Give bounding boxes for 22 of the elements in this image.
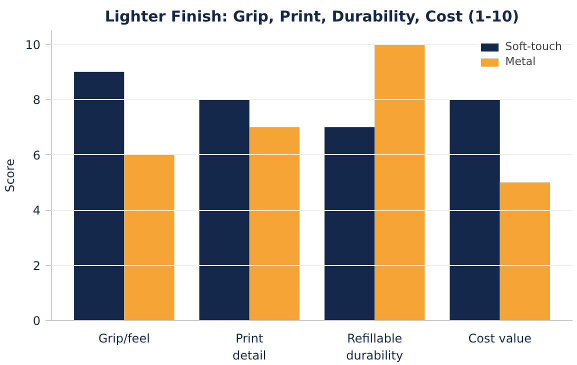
y-tick-label: 10 <box>25 38 41 52</box>
y-axis-title: Score <box>3 158 18 192</box>
bar <box>450 100 500 320</box>
y-tick-label: 6 <box>32 148 41 162</box>
x-tick-label: Grip/feel <box>98 332 150 346</box>
chart-title: Lighter Finish: Grip, Print, Durability, Cost (1-10) <box>104 8 520 26</box>
y-tick-label: 0 <box>32 314 41 328</box>
bar <box>374 44 425 320</box>
legend-label: Metal <box>505 55 536 68</box>
x-tick-label: Print detail <box>232 332 266 362</box>
y-tick-label: 8 <box>32 93 41 108</box>
bar <box>124 154 174 320</box>
y-tick-label: 4 <box>32 204 41 218</box>
bar <box>199 100 250 320</box>
legend-label: Soft-touch <box>505 40 562 53</box>
bar <box>74 72 124 320</box>
x-tick-label: Cost value <box>468 332 532 346</box>
x-tick-label: Refillable durability <box>346 332 404 362</box>
bar <box>324 127 375 320</box>
y-tick-label: 2 <box>32 258 41 273</box>
bar <box>249 127 300 320</box>
bar <box>500 182 550 320</box>
